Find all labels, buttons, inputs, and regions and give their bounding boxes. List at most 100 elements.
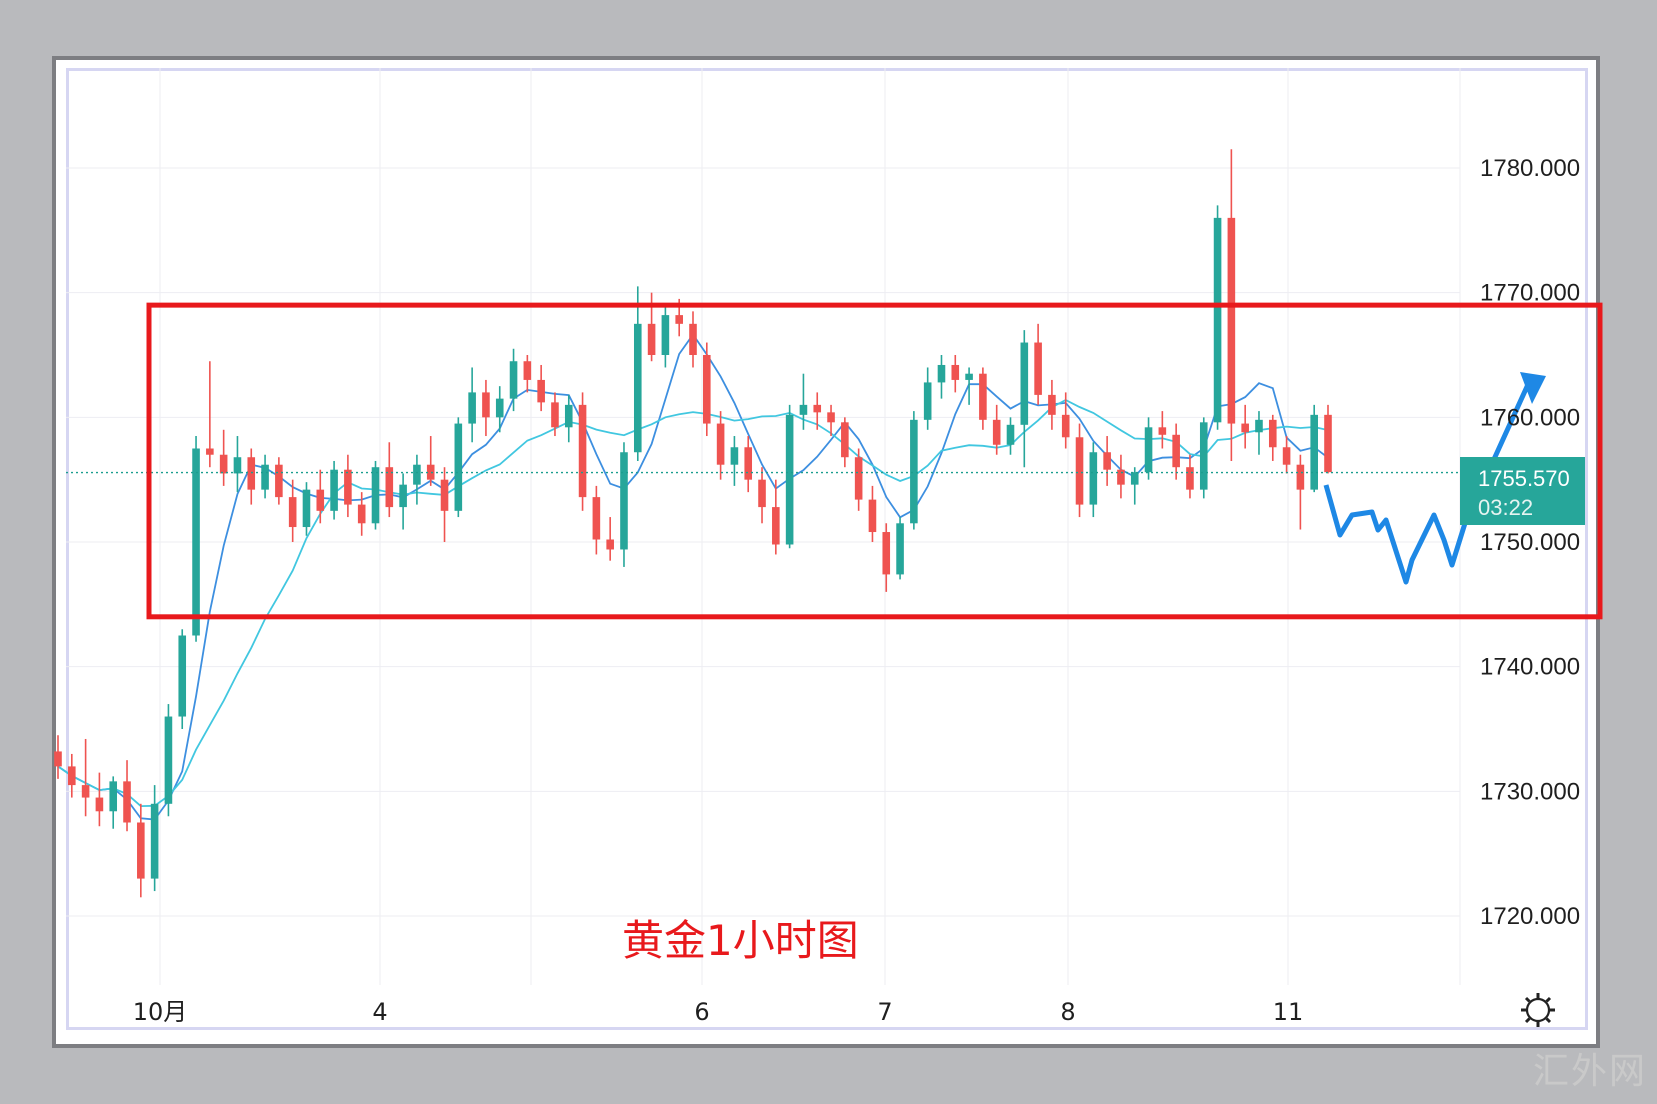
- candle-body: [81, 785, 90, 798]
- candle-body: [385, 467, 394, 508]
- x-axis: 10月 4 6 7 8 11: [133, 998, 1304, 1026]
- candle-body: [923, 382, 932, 420]
- candle-body: [1103, 452, 1111, 470]
- candle-body: [1075, 437, 1084, 505]
- candle-body: [247, 457, 256, 490]
- candle-body: [1130, 472, 1139, 485]
- candle-body: [109, 781, 118, 812]
- candle-body: [716, 423, 725, 465]
- candle-body: [799, 404, 808, 415]
- candle-body: [633, 323, 642, 453]
- forecast-path: [1323, 378, 1533, 585]
- y-tick-label: 1770.000: [1480, 280, 1580, 307]
- range-box: [146, 302, 1603, 620]
- x-tick-label: 7: [877, 998, 892, 1026]
- candlesticks: [54, 149, 1332, 898]
- price-label: 1755.570 03:22: [1460, 457, 1585, 525]
- candle-body: [647, 323, 656, 355]
- candle-body: [523, 361, 532, 380]
- candle-body: [1268, 419, 1277, 448]
- candle-body: [1020, 342, 1029, 425]
- candle-body: [192, 448, 200, 636]
- candle-body: [951, 364, 960, 380]
- candle-body: [772, 507, 780, 545]
- candle-body: [1158, 427, 1167, 435]
- candle-body: [178, 635, 187, 717]
- candle-body: [564, 404, 573, 428]
- candle-body: [813, 404, 822, 413]
- candle-body: [68, 766, 76, 786]
- settings-gear-icon[interactable]: [1521, 993, 1555, 1027]
- ma-line-fast: [57, 333, 1329, 821]
- candle-body: [758, 479, 766, 508]
- candle-body: [578, 404, 587, 498]
- candle-body: [827, 412, 835, 423]
- candle-body: [1048, 394, 1056, 415]
- candle-body: [854, 457, 863, 500]
- candle-body: [1186, 467, 1194, 490]
- candle-body: [1006, 424, 1015, 445]
- x-tick-label: 8: [1060, 998, 1075, 1026]
- y-tick-label: 1760.000: [1480, 404, 1580, 431]
- candle-body: [965, 373, 973, 380]
- candle-body: [288, 497, 297, 528]
- candle-body: [357, 504, 366, 524]
- candle-body: [482, 392, 490, 418]
- candle-body: [841, 422, 849, 458]
- candle-body: [54, 751, 62, 767]
- candle-body: [703, 355, 711, 424]
- candle-body: [661, 315, 670, 355]
- chart-title: 黄金1小时图: [622, 916, 859, 965]
- candle-body: [330, 469, 338, 511]
- candle-body: [689, 323, 697, 355]
- candle-body: [1324, 414, 1332, 473]
- ma-line-slow: [57, 398, 1329, 808]
- candle-body: [1199, 422, 1208, 490]
- candle-body: [675, 315, 683, 324]
- candle-body: [95, 797, 104, 812]
- candle-body: [275, 464, 283, 498]
- y-tick-label: 1720.000: [1480, 903, 1580, 930]
- candle-body: [910, 419, 918, 524]
- candle-body: [426, 464, 435, 480]
- candle-body: [1144, 427, 1153, 473]
- candle-body: [1241, 423, 1249, 433]
- x-tick-label: 11: [1273, 998, 1304, 1026]
- candle-body: [620, 452, 628, 550]
- forecast-arrows: [1323, 372, 1546, 585]
- candle-body: [1296, 464, 1305, 490]
- candle-body: [399, 484, 407, 508]
- y-axis: 1780.000 1770.000 1760.000 1750.000 1740.000…: [1480, 155, 1580, 930]
- forecast-arrowhead: [1520, 372, 1546, 404]
- candle-body: [868, 499, 877, 533]
- candle-body: [137, 822, 145, 879]
- x-tick-label: 4: [372, 998, 387, 1026]
- candle-body: [371, 467, 380, 524]
- y-tick-label: 1730.000: [1480, 778, 1580, 805]
- candle-body: [937, 364, 946, 383]
- candle-body: [344, 469, 352, 505]
- candle-body: [979, 373, 987, 420]
- candle-body: [164, 716, 173, 804]
- chart-inner-border: [66, 68, 1588, 1030]
- moving-average-lines: [57, 333, 1329, 821]
- candle-body: [233, 457, 242, 474]
- candle-body: [150, 803, 159, 879]
- candle-body: [785, 414, 794, 545]
- price-label-countdown: 03:22: [1478, 495, 1533, 520]
- candle-body: [551, 402, 559, 428]
- candle-body: [896, 523, 904, 575]
- candle-body: [1117, 469, 1125, 485]
- candle-body: [744, 447, 753, 480]
- candle-body: [537, 379, 545, 403]
- candle-body: [1034, 342, 1042, 395]
- y-tick-label: 1780.000: [1480, 155, 1580, 182]
- candle-body: [1089, 452, 1098, 505]
- candle-body: [468, 392, 476, 424]
- candle-body: [1172, 434, 1180, 468]
- candle-body: [454, 423, 463, 511]
- y-tick-label: 1750.000: [1480, 529, 1580, 556]
- candle-body: [1227, 217, 1236, 424]
- candle-body: [882, 532, 891, 575]
